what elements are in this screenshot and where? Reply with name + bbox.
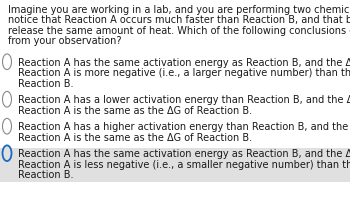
Ellipse shape — [2, 119, 12, 134]
Text: Reaction A has the same activation energy as Reaction B, and the ΔG of: Reaction A has the same activation energ… — [18, 58, 350, 68]
Text: release the same amount of heat. Which of the following conclusions can be made: release the same amount of heat. Which o… — [8, 26, 350, 36]
Text: Reaction A has a higher activation energy than Reaction B, and the ΔG of: Reaction A has a higher activation energ… — [18, 122, 350, 132]
Ellipse shape — [2, 55, 12, 70]
Text: Reaction A is the same as the ΔG of Reaction B.: Reaction A is the same as the ΔG of Reac… — [18, 132, 252, 142]
Text: Reaction A has the same activation energy as Reaction B, and the ΔG of: Reaction A has the same activation energ… — [18, 149, 350, 159]
Ellipse shape — [2, 146, 12, 161]
Text: Imagine you are working in a lab, and you are performing two chemical reactions.: Imagine you are working in a lab, and yo… — [8, 5, 350, 15]
Text: Reaction B.: Reaction B. — [18, 79, 74, 89]
Text: notice that Reaction A occurs much faster than Reaction B, and that both reactio: notice that Reaction A occurs much faste… — [8, 15, 350, 25]
Text: Reaction A is less negative (i.e., a smaller negative number) than the ΔG for: Reaction A is less negative (i.e., a sma… — [18, 159, 350, 169]
Text: from your observation?: from your observation? — [8, 36, 121, 46]
Text: Reaction B.: Reaction B. — [18, 170, 74, 180]
Ellipse shape — [2, 92, 12, 108]
Text: Reaction A has a lower activation energy than Reaction B, and the ΔG of: Reaction A has a lower activation energy… — [18, 95, 350, 105]
Text: Reaction A is the same as the ΔG of Reaction B.: Reaction A is the same as the ΔG of Reac… — [18, 105, 252, 115]
Text: Reaction A is more negative (i.e., a larger negative number) than the ΔG for: Reaction A is more negative (i.e., a lar… — [18, 68, 350, 78]
Bar — [0, 148, 350, 182]
